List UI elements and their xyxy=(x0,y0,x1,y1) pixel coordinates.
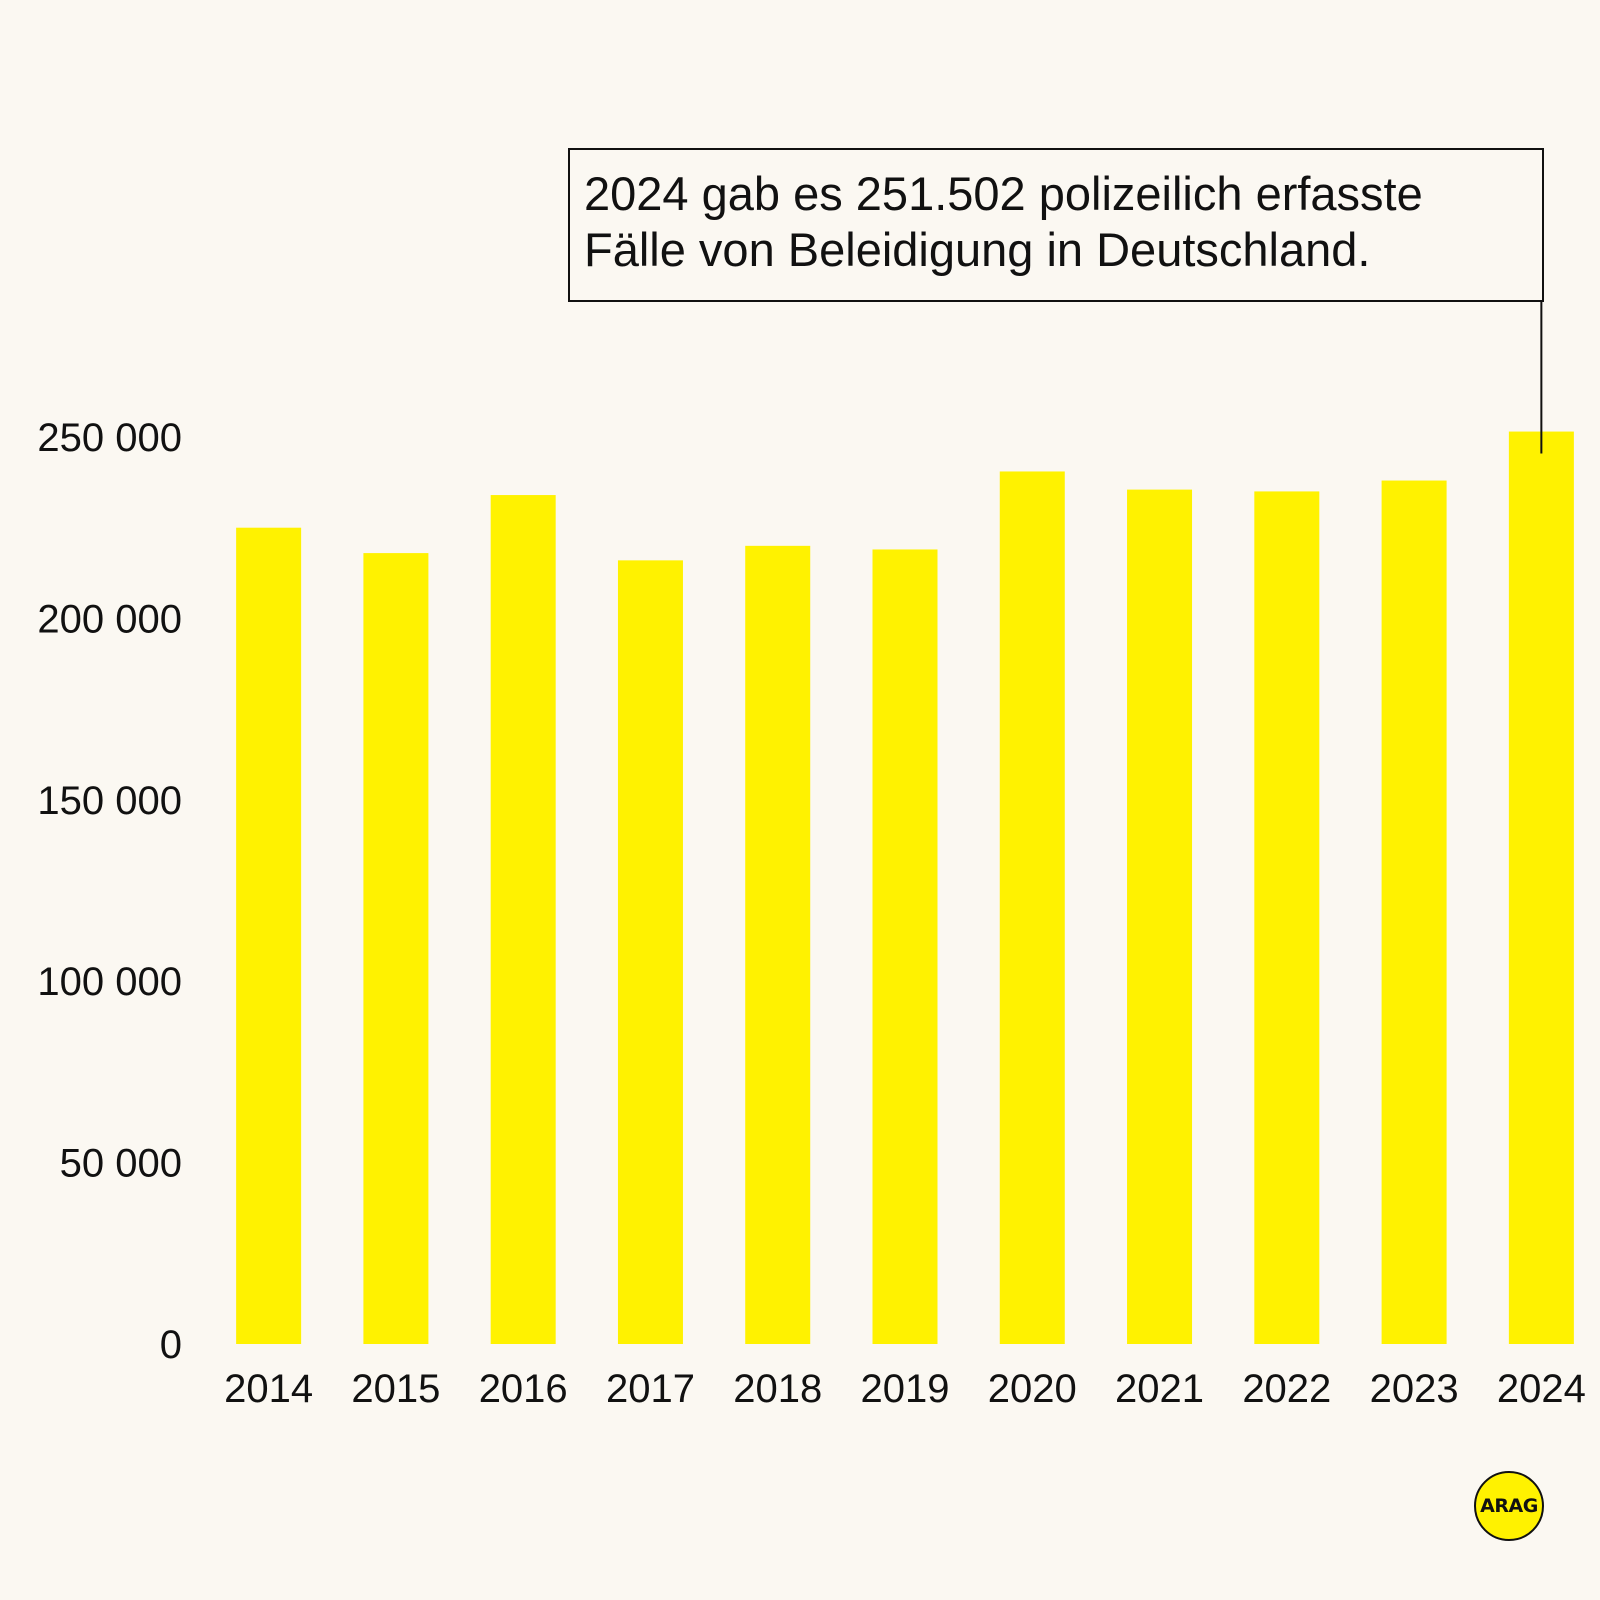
x-tick-label: 2017 xyxy=(606,1367,695,1411)
annotation-line-1: 2024 gab es 251.502 polizeilich erfasste xyxy=(584,167,1423,220)
bar-2022 xyxy=(1254,491,1320,1344)
x-tick-label: 2020 xyxy=(988,1367,1077,1411)
bar-2016 xyxy=(490,495,556,1345)
x-tick-label: 2014 xyxy=(224,1367,313,1411)
x-tick-label: 2019 xyxy=(861,1367,950,1411)
bar-2020 xyxy=(999,471,1065,1344)
x-tick-label: 2024 xyxy=(1497,1367,1586,1411)
y-tick-label: 250 000 xyxy=(37,416,182,460)
bar-2014 xyxy=(236,527,302,1344)
x-tick-label: 2023 xyxy=(1370,1367,1459,1411)
annotation-line-2: Fälle von Beleidigung in Deutschland. xyxy=(584,223,1371,276)
x-tick-label: 2022 xyxy=(1242,1367,1331,1411)
bar-2024 xyxy=(1508,431,1574,1344)
annotation-callout: 2024 gab es 251.502 polizeilich erfasste… xyxy=(568,148,1544,302)
y-tick-label: 200 000 xyxy=(37,597,182,641)
y-tick-label: 50 000 xyxy=(60,1142,182,1186)
bar-2015 xyxy=(363,553,429,1344)
x-tick-label: 2015 xyxy=(351,1367,440,1411)
bar-2021 xyxy=(1127,489,1193,1345)
bar-2023 xyxy=(1381,480,1447,1344)
x-tick-label: 2018 xyxy=(733,1367,822,1411)
bar-2017 xyxy=(617,560,683,1344)
x-tick-label: 2016 xyxy=(479,1367,568,1411)
logo-text: ARAG xyxy=(1480,1495,1538,1517)
bar-2018 xyxy=(745,545,811,1344)
bar-2019 xyxy=(872,549,938,1344)
y-tick-label: 150 000 xyxy=(37,779,182,823)
arag-logo: ARAG xyxy=(1474,1471,1544,1541)
y-tick-label: 100 000 xyxy=(37,960,182,1004)
x-tick-label: 2021 xyxy=(1115,1367,1204,1411)
y-tick-label: 0 xyxy=(160,1323,182,1367)
